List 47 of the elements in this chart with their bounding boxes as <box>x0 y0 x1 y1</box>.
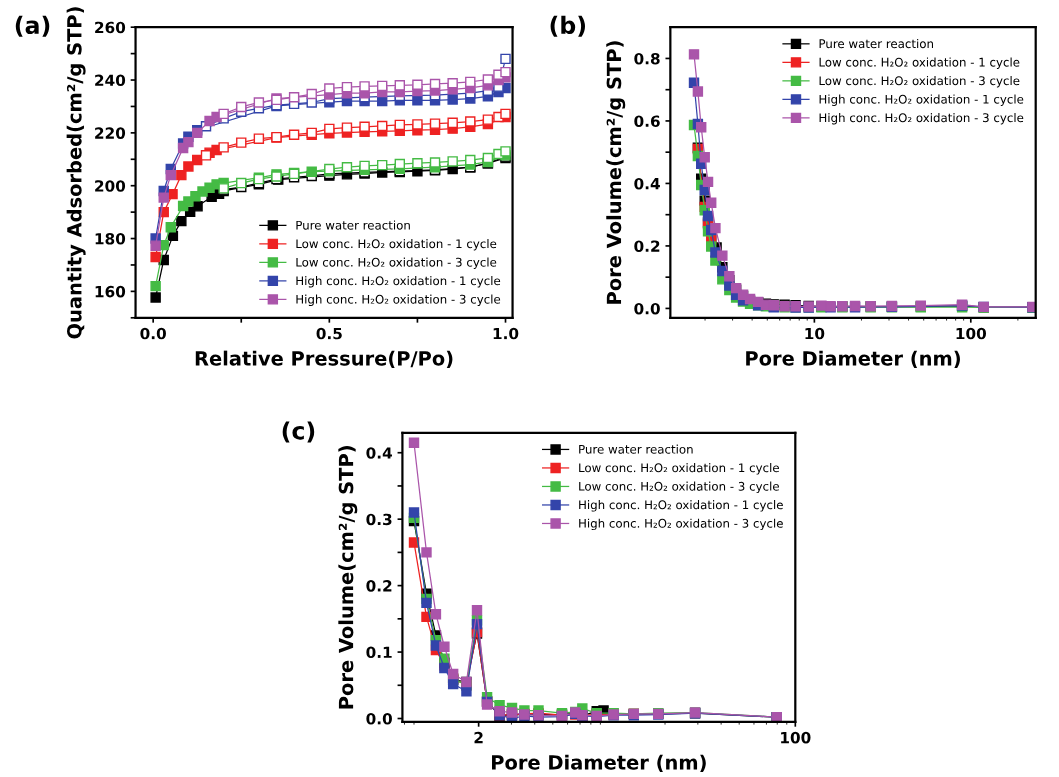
x-tick-label: 0.0 <box>140 327 166 340</box>
y-axis-title: Pore Volume(cm²/g STP) <box>606 41 626 304</box>
legend-label: High conc. H₂O₂ oxidation - 3 cycle <box>579 518 783 531</box>
legend-label: Low conc. H₂O₂ oxidation - 1 cycle <box>819 57 1020 69</box>
x-tick-label: 2 <box>474 731 483 744</box>
x-tick-label: 1.0 <box>493 327 519 340</box>
y-tick-label: 0.0 <box>366 712 392 725</box>
x-axis-title: Pore Diameter (nm) <box>746 350 960 368</box>
x-axis-title: Pore Diameter (nm) <box>492 754 706 773</box>
legend-label: Pure water reaction <box>819 39 933 49</box>
x-tick-label: 0.5 <box>316 327 342 340</box>
y-tick-label: 220 <box>95 127 126 139</box>
chart-title: (b) <box>550 15 586 37</box>
y-tick-label: 160 <box>95 285 126 298</box>
y-tick-label: 0.6 <box>634 115 660 127</box>
legend-label: High conc. H₂O₂ oxidation - 1 cycle <box>819 94 1024 106</box>
y-axis-title: Quantity Adsorbed(cm²/g STP) <box>66 7 86 339</box>
x-tick-label: 100 <box>956 327 987 340</box>
legend-label: High conc. H₂O₂ oxidation - 1 cycle <box>579 500 783 512</box>
legend-label: High conc. H₂O₂ oxidation - 1 cycle <box>296 276 501 288</box>
legend-label: Low conc. H₂O₂ oxidation - 3 cycle <box>579 481 779 494</box>
chart-title: (a) <box>15 15 50 37</box>
y-tick-label: 0.3 <box>366 513 392 526</box>
legend-label: High conc. H₂O₂ oxidation - 3 cycle <box>819 113 1024 125</box>
chart-title: (c) <box>282 421 315 443</box>
y-tick-label: 0.0 <box>634 302 660 315</box>
legend-label: Low conc. H₂O₂ oxidation - 3 cycle <box>296 257 497 269</box>
y-tick-label: 0.8 <box>634 52 660 65</box>
x-tick-label: 100 <box>781 731 811 744</box>
legend-label: High conc. H₂O₂ oxidation - 3 cycle <box>296 294 501 306</box>
legend-label: Pure water reaction <box>296 220 410 230</box>
y-tick-label: 240 <box>95 74 126 87</box>
x-axis-title: Relative Pressure(P/Po) <box>195 350 453 368</box>
legend-label: Low conc. H₂O₂ oxidation - 3 cycle <box>819 76 1020 88</box>
legend-label: Low conc. H₂O₂ oxidation - 1 cycle <box>296 239 497 251</box>
y-axis-title: Pore Volume(cm²/g STP) <box>338 446 358 709</box>
y-tick-label: 200 <box>95 180 126 192</box>
y-tick-label: 0.2 <box>634 240 660 252</box>
y-tick-label: 0.4 <box>366 447 392 459</box>
y-tick-label: 0.1 <box>366 646 392 659</box>
y-tick-label: 0.2 <box>366 580 392 592</box>
y-tick-label: 180 <box>95 233 126 245</box>
legend-label: Low conc. H₂O₂ oxidation - 1 cycle <box>579 463 779 475</box>
legend-label: Pure water reaction <box>579 444 693 454</box>
y-tick-label: 0.4 <box>634 177 660 190</box>
y-tick-label: 260 <box>95 21 126 34</box>
x-tick-label: 10 <box>805 327 825 340</box>
